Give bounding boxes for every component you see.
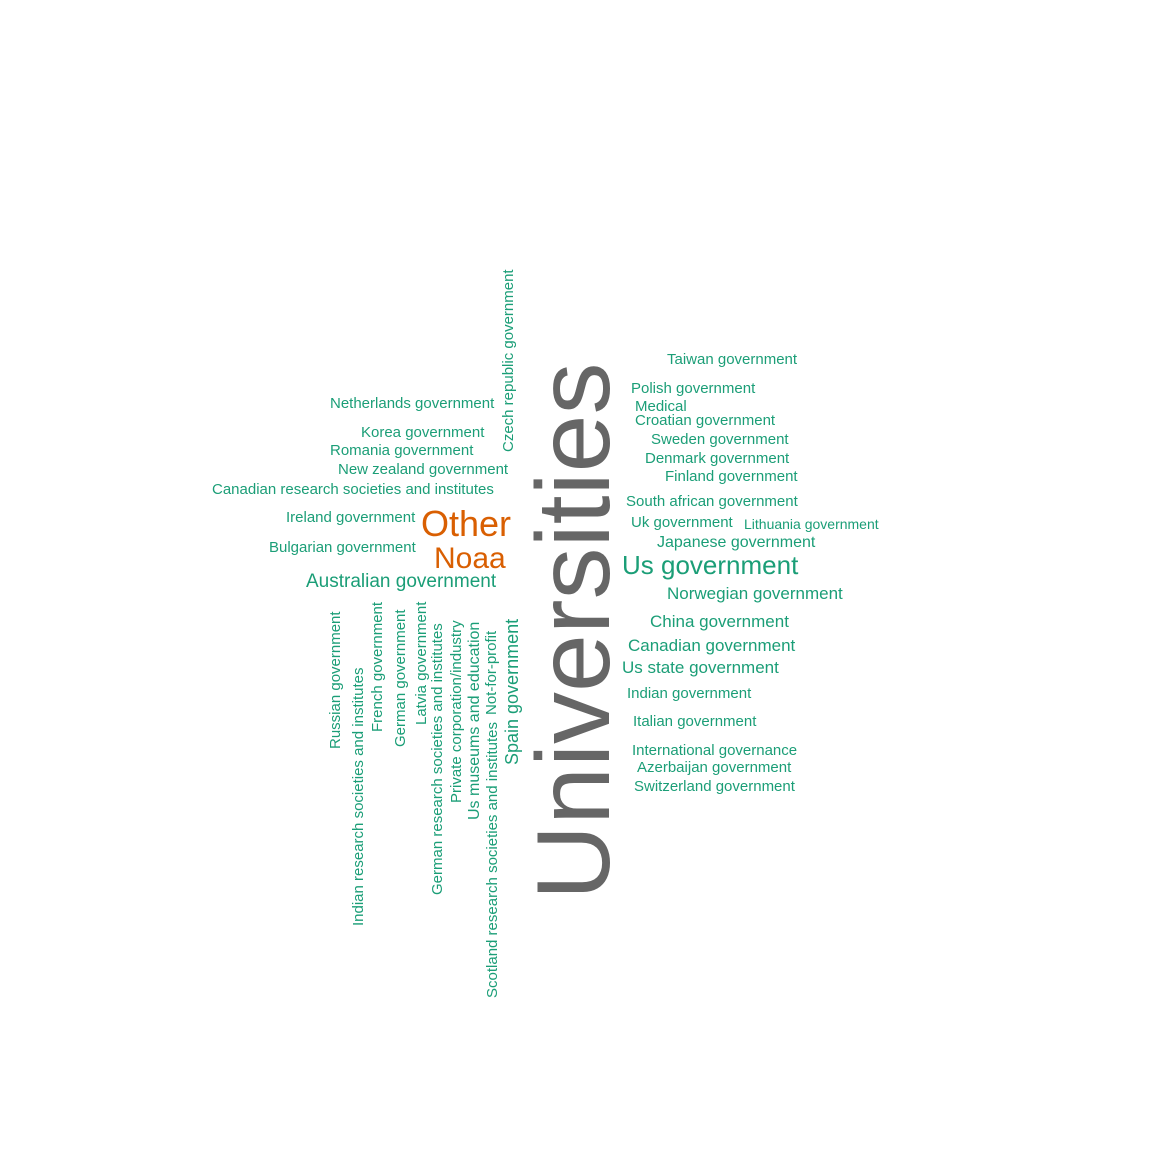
word-indian-research: Indian research societies and institutes xyxy=(350,667,367,926)
word-spain-government: Spain government xyxy=(502,618,522,765)
word-norwegian-government: Norwegian government xyxy=(667,584,843,603)
word-south-african-government: South african government xyxy=(626,493,798,510)
word-azerbaijan-government: Azerbaijan government xyxy=(637,759,792,776)
word-universities: Universities xyxy=(516,362,632,900)
word-bulgarian-government: Bulgarian government xyxy=(269,539,416,556)
word-german-government: German government xyxy=(392,609,409,747)
word-russian-government: Russian government xyxy=(327,611,344,749)
word-new-zealand-government: New zealand government xyxy=(338,461,509,478)
word-korea-government: Korea government xyxy=(361,424,485,441)
word-french-government: French government xyxy=(369,601,386,732)
word-us-museums: Us museums and education xyxy=(466,621,483,820)
word-uk-government: Uk government xyxy=(631,514,733,531)
word-us-government: Us government xyxy=(622,550,799,580)
word-switzerland-government: Switzerland government xyxy=(634,778,795,795)
word-denmark-government: Denmark government xyxy=(645,450,790,467)
word-romania-government: Romania government xyxy=(330,442,474,459)
word-croatian-government: Croatian government xyxy=(635,412,776,429)
word-taiwan-government: Taiwan government xyxy=(667,351,798,368)
word-netherlands-government: Netherlands government xyxy=(330,395,495,412)
word-japanese-government: Japanese government xyxy=(657,534,816,551)
word-medical: Medical xyxy=(635,398,687,415)
word-canadian-government: Canadian government xyxy=(628,636,796,655)
word-not-for-profit: Not-for-profit xyxy=(483,630,500,715)
word-lithuania-government: Lithuania government xyxy=(744,516,879,532)
word-international-governance: International governance xyxy=(632,742,798,759)
word-czech-government: Czech republic government xyxy=(500,269,517,452)
word-canadian-research: Canadian research societies and institut… xyxy=(212,481,494,498)
word-latvia-government: Latvia government xyxy=(413,601,430,725)
word-sweden-government: Sweden government xyxy=(651,431,789,448)
word-australian-government: Australian government xyxy=(306,571,497,592)
word-other: Other xyxy=(421,503,512,544)
word-italian-government: Italian government xyxy=(633,713,757,730)
word-scotland-research: Scotland research societies and institut… xyxy=(484,722,501,998)
word-finland-government: Finland government xyxy=(665,468,798,485)
word-ireland-government: Ireland government xyxy=(286,509,416,526)
word-us-state-government: Us state government xyxy=(622,658,779,677)
word-indian-government: Indian government xyxy=(627,685,752,702)
word-china-government: China government xyxy=(650,612,789,631)
word-german-research: German research societies and institutes xyxy=(429,623,446,895)
word-polish-government: Polish government xyxy=(631,380,756,397)
word-private-corporation: Private corporation/industry xyxy=(448,620,465,803)
word-noaa: Noaa xyxy=(434,542,506,575)
